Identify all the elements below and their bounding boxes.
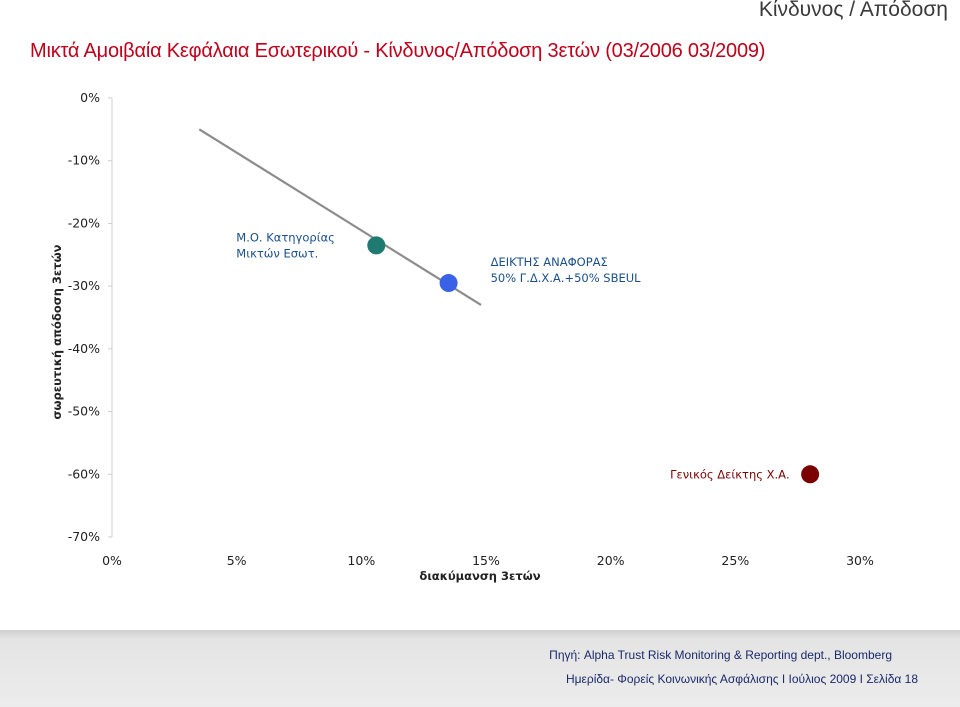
- x-tick-label: 25%: [721, 553, 749, 568]
- data-label-category-average: Μικτών Εσωτ.: [236, 246, 318, 260]
- data-label-benchmark-index: ΔΕΙΚΤΗΣ ΑΝΑΦΟΡΑΣ: [491, 255, 608, 269]
- x-axis-ticks: 0% 5% 10% 15% 20% 25% 30%: [102, 553, 874, 568]
- footer-source: Πηγή: Alpha Trust Risk Monitoring & Repo…: [549, 648, 892, 662]
- data-points: Μ.Ο. Κατηγορίας Μικτών Εσωτ. ΔΕΙΚΤΗΣ ΑΝΑΦΟ…: [236, 230, 820, 484]
- data-point-general-index: [801, 465, 820, 484]
- page-section-title: Κίνδυνος / Απόδοση: [758, 0, 948, 21]
- x-tick-label: 20%: [597, 553, 625, 568]
- y-tick-label: -20%: [68, 215, 100, 230]
- y-tick-label: -50%: [68, 404, 100, 419]
- x-tick-label: 15%: [472, 553, 500, 568]
- x-tick-label: 5%: [227, 553, 247, 568]
- footer-event: Ημερίδα- Φορείς Κοινωνικής Ασφάλισης Ι Ι…: [565, 672, 918, 686]
- x-tick-label: 0%: [102, 553, 122, 568]
- chart-title: Μικτά Αμοιβαία Κεφάλαια Εσωτερικού - Κίν…: [30, 40, 766, 62]
- data-label-category-average: Μ.Ο. Κατηγορίας: [236, 230, 335, 244]
- x-axis-title: διακύμανση 3ετών: [419, 569, 540, 583]
- y-tick-label: -40%: [68, 341, 100, 356]
- y-tick-label: -70%: [68, 529, 100, 544]
- x-tick-label: 10%: [347, 553, 375, 568]
- risk-return-chart: 0% -10% -20% -30% -40% -50% -60% -70% 0% 5% 10% 15…: [50, 90, 874, 583]
- data-point-category-average: [367, 236, 386, 255]
- y-tick-label: -10%: [68, 153, 100, 168]
- x-tick-label: 30%: [846, 553, 874, 568]
- data-label-general-index: Γενικός Δείκτης Χ.Α.: [670, 467, 790, 481]
- y-axis-title: σωρευτική απόδοση 3ετών: [50, 244, 64, 419]
- y-axis-ticks: 0% -10% -20% -30% -40% -50% -60% -70%: [68, 90, 112, 544]
- footer-band: [0, 630, 960, 707]
- y-tick-label: -60%: [68, 466, 100, 481]
- y-tick-label: -30%: [68, 278, 100, 293]
- y-tick-label: 0%: [80, 90, 100, 105]
- data-point-benchmark-index: [439, 274, 458, 293]
- trend-line: [198, 128, 482, 306]
- data-label-benchmark-index: 50% Γ.Δ.Χ.Α.+50% SBEUL: [491, 271, 642, 285]
